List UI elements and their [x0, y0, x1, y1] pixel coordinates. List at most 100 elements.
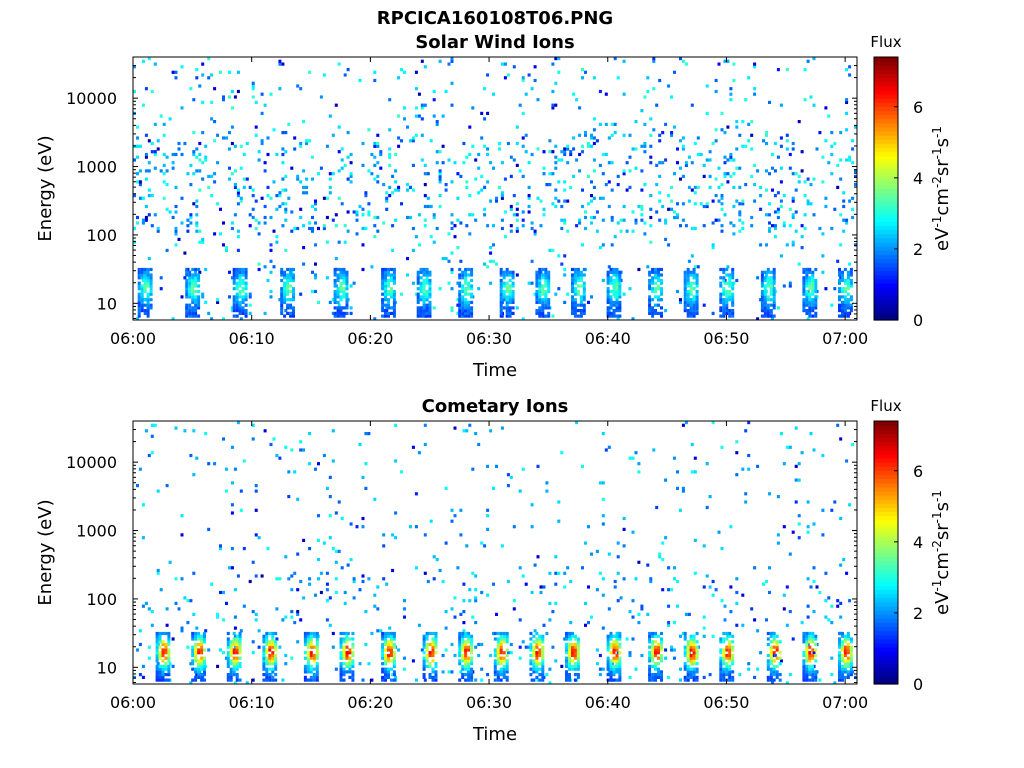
heatmap-cell [161, 653, 165, 658]
heatmap-cell [459, 612, 463, 616]
heatmap-cell [361, 475, 365, 479]
heatmap-cell [766, 309, 770, 313]
heatmap-cell [676, 289, 679, 294]
heatmap-cell [492, 582, 495, 586]
heatmap-cell [197, 295, 201, 299]
heatmap-cell [539, 585, 543, 589]
heatmap-cell [229, 651, 233, 655]
colorbar-step [874, 237, 898, 243]
heatmap-cell [322, 73, 326, 77]
heatmap-cell [188, 289, 192, 294]
y-tick-label: 100 [86, 226, 117, 245]
heatmap-cell [483, 185, 487, 189]
heatmap-cell [230, 547, 234, 551]
heatmap-cell [292, 278, 295, 283]
heatmap-cell [643, 183, 647, 187]
heatmap-cell [689, 270, 693, 274]
heatmap-cell [432, 114, 436, 118]
heatmap-cell [766, 295, 770, 299]
heatmap-cell [312, 645, 316, 649]
heatmap-cell [140, 295, 144, 299]
heatmap-cell [606, 634, 610, 638]
heatmap-cell [186, 172, 190, 176]
heatmap-cell [615, 289, 619, 294]
heatmap-cell [384, 314, 387, 318]
heatmap-cell [634, 667, 638, 671]
heatmap-cell [257, 232, 261, 236]
heatmap-cell [560, 226, 564, 231]
heatmap-cell [725, 289, 729, 294]
heatmap-cell [838, 651, 841, 655]
heatmap-cell [601, 626, 605, 630]
heatmap-cell [349, 522, 353, 526]
heatmap-cell [428, 287, 432, 291]
colorbar-step [874, 192, 898, 198]
heatmap-cell [651, 659, 655, 663]
heatmap-cell [502, 631, 506, 636]
colorbar-step [874, 250, 898, 255]
heatmap-cell [342, 292, 346, 296]
heatmap-cell [805, 659, 809, 663]
heatmap-cell [287, 196, 291, 200]
heatmap-cell [189, 681, 193, 684]
heatmap-cell [842, 191, 846, 195]
heatmap-cell [689, 667, 693, 671]
heatmap-cell [509, 207, 513, 211]
colorbar-step [874, 65, 898, 70]
heatmap-cell [467, 631, 471, 636]
heatmap-cell [468, 232, 472, 236]
heatmap-cell [689, 637, 693, 641]
heatmap-cell [606, 281, 610, 285]
heatmap-cell [232, 281, 236, 285]
heatmap-cell [851, 139, 855, 143]
heatmap-cell [390, 645, 393, 649]
heatmap-cell [382, 577, 386, 581]
heatmap-cell [493, 662, 497, 666]
heatmap-cell [723, 59, 727, 63]
heatmap-cell [242, 459, 246, 463]
heatmap-cell [416, 306, 420, 310]
heatmap-cell [450, 251, 454, 255]
heatmap-cell [470, 306, 474, 310]
heatmap-cell [394, 152, 398, 157]
heatmap-cell [615, 270, 619, 274]
heatmap-cell [235, 675, 239, 679]
heatmap-cell [233, 213, 237, 217]
heatmap-cell [435, 558, 439, 562]
heatmap-cell [384, 309, 387, 313]
heatmap-cell [612, 289, 616, 294]
heatmap-cell [576, 667, 580, 671]
heatmap-cell [541, 659, 545, 663]
heatmap-cell [573, 289, 577, 294]
heatmap-cell [235, 298, 239, 302]
heatmap-cell [695, 309, 699, 313]
heatmap-cell [235, 300, 239, 304]
heatmap-cell [382, 544, 386, 548]
heatmap-cell [271, 631, 275, 636]
heatmap-cell [842, 204, 846, 209]
heatmap-cell [423, 103, 427, 107]
heatmap-cell [830, 131, 834, 135]
heatmap-cell [269, 215, 273, 220]
heatmap-cell [468, 194, 472, 198]
heatmap-cell [725, 648, 729, 652]
heatmap-cell [203, 648, 206, 652]
heatmap-cell [317, 577, 320, 581]
heatmap-cell [464, 662, 468, 666]
heatmap-cell [846, 311, 850, 315]
heatmap-cell [296, 640, 300, 644]
heatmap-cell [345, 640, 349, 644]
heatmap-cell [315, 675, 319, 679]
heatmap-cell [511, 292, 515, 296]
heatmap-cell [438, 287, 442, 291]
heatmap-cell [544, 303, 548, 307]
heatmap-cell [805, 645, 809, 649]
heatmap-cell [453, 596, 457, 600]
heatmap-cell [467, 267, 471, 272]
heatmap-cell [676, 213, 679, 217]
heatmap-cell [518, 566, 522, 570]
heatmap-cell [565, 670, 568, 674]
heatmap-cell [658, 139, 662, 143]
heatmap-cell [333, 306, 337, 310]
heatmap-cell [236, 421, 240, 425]
